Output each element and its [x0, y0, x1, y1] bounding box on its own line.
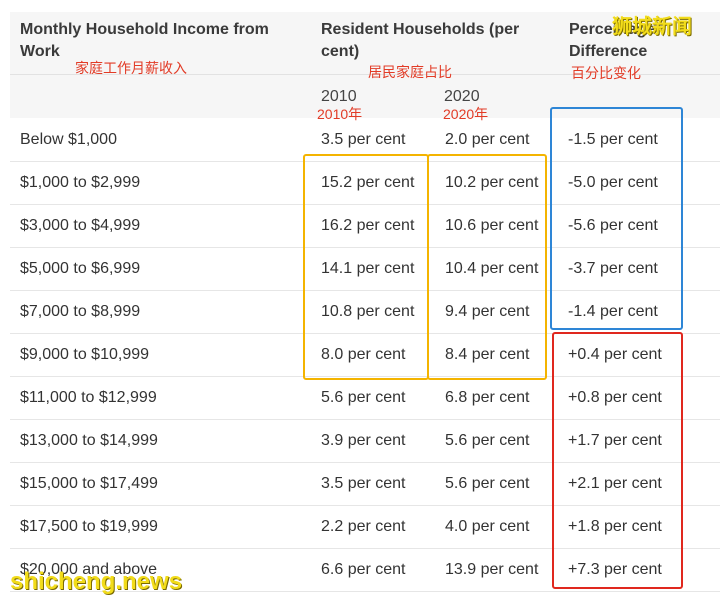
- annotation-income-cn: 家庭工作月薪收入: [75, 60, 187, 76]
- watermark-bottom: shicheng.news: [10, 568, 183, 595]
- value-2010-cell: 3.5 per cent: [321, 475, 406, 492]
- annotation-diff-cn: 百分比变化: [571, 65, 641, 81]
- watermark-top: 狮城新闻: [612, 16, 692, 38]
- value-2010-cell: 6.6 per cent: [321, 561, 406, 578]
- value-2010-cell: 16.2 per cent: [321, 217, 415, 234]
- table-row: $20,000 and above 6.6 per cent 13.9 per ce…: [10, 548, 720, 592]
- table-row: $9,000 to $10,999 8.0 per cent 8.4 per cen…: [10, 333, 720, 377]
- income-cell: $11,000 to $12,999: [20, 389, 157, 406]
- value-2020-cell: 10.2 per cent: [445, 174, 539, 191]
- difference-cell: +0.8 per cent: [568, 389, 662, 406]
- value-2010-cell: 10.8 per cent: [321, 303, 415, 320]
- income-cell: $1,000 to $2,999: [20, 174, 141, 191]
- table-row: $1,000 to $2,999 15.2 per cent 10.2 per ce…: [10, 161, 720, 205]
- difference-cell: -1.5 per cent: [568, 131, 658, 148]
- income-cell: Below $1,000: [20, 131, 117, 148]
- income-cell: $15,000 to $17,499: [20, 475, 158, 492]
- income-cell: $7,000 to $8,999: [20, 303, 141, 320]
- difference-cell: -3.7 per cent: [568, 260, 658, 277]
- difference-cell: -1.4 per cent: [568, 303, 658, 320]
- annotation-resident-cn: 居民家庭占比: [368, 64, 452, 80]
- difference-cell: +1.7 per cent: [568, 432, 662, 449]
- income-cell: $3,000 to $4,999: [20, 217, 141, 234]
- value-2020-cell: 8.4 per cent: [445, 346, 530, 363]
- difference-cell: +1.8 per cent: [568, 518, 662, 535]
- value-2020-cell: 5.6 per cent: [445, 432, 530, 449]
- year-2020-label: 2020: [444, 88, 480, 105]
- highlight-box-increase: [552, 332, 683, 589]
- income-cell: $17,500 to $19,999: [20, 518, 158, 535]
- difference-cell: -5.6 per cent: [568, 217, 658, 234]
- header-resident-households: Resident Households (per cent): [321, 21, 520, 60]
- table-row: $17,500 to $19,999 2.2 per cent 4.0 per ce…: [10, 505, 720, 549]
- value-2020-cell: 6.8 per cent: [445, 389, 530, 406]
- annotation-2020-cn: 2020年: [443, 106, 489, 122]
- difference-cell: +2.1 per cent: [568, 475, 662, 492]
- table-row: $3,000 to $4,999 16.2 per cent 10.6 per ce…: [10, 204, 720, 248]
- table-row: $15,000 to $17,499 3.5 per cent 5.6 per ce…: [10, 462, 720, 506]
- value-2010-cell: 3.5 per cent: [321, 131, 406, 148]
- header-band: [10, 12, 720, 118]
- highlight-box-2020: [427, 154, 547, 380]
- value-2010-cell: 14.1 per cent: [321, 260, 415, 277]
- value-2020-cell: 10.4 per cent: [445, 260, 539, 277]
- table-row: $11,000 to $12,999 5.6 per cent 6.8 per ce…: [10, 376, 720, 420]
- income-cell: $20,000 and above: [20, 561, 158, 578]
- value-2010-cell: 2.2 per cent: [321, 518, 406, 535]
- value-2020-cell: 4.0 per cent: [445, 518, 530, 535]
- value-2010-cell: 5.6 per cent: [321, 389, 406, 406]
- annotation-2010-cn: 2010年: [317, 106, 363, 122]
- income-cell: $5,000 to $6,999: [20, 260, 141, 277]
- value-2020-cell: 10.6 per cent: [445, 217, 539, 234]
- header-income: Monthly Household Income from Work: [20, 21, 269, 60]
- table-row: Below $1,000 3.5 per cent 2.0 per cent -1.5…: [10, 118, 720, 162]
- value-2020-cell: 2.0 per cent: [445, 131, 530, 148]
- highlight-box-2010: [303, 154, 429, 380]
- value-2020-cell: 5.6 per cent: [445, 475, 530, 492]
- value-2020-cell: 13.9 per cent: [445, 561, 539, 578]
- highlight-box-decrease: [550, 107, 683, 330]
- value-2010-cell: 3.9 per cent: [321, 432, 406, 449]
- year-2010-label: 2010: [321, 88, 357, 105]
- value-2010-cell: 15.2 per cent: [321, 174, 415, 191]
- value-2010-cell: 8.0 per cent: [321, 346, 406, 363]
- table-row: $7,000 to $8,999 10.8 per cent 9.4 per cen…: [10, 290, 720, 334]
- value-2020-cell: 9.4 per cent: [445, 303, 530, 320]
- income-cell: $13,000 to $14,999: [20, 432, 158, 449]
- income-cell: $9,000 to $10,999: [20, 346, 150, 363]
- table-row: $13,000 to $14,999 3.9 per cent 5.6 per ce…: [10, 419, 720, 463]
- header-divider: [10, 74, 720, 75]
- difference-cell: -5.0 per cent: [568, 174, 658, 191]
- difference-cell: +7.3 per cent: [568, 561, 662, 578]
- table-row: $5,000 to $6,999 14.1 per cent 10.4 per ce…: [10, 247, 720, 291]
- difference-cell: +0.4 per cent: [568, 346, 662, 363]
- header-percentage-difference: Percentage Difference: [569, 21, 656, 60]
